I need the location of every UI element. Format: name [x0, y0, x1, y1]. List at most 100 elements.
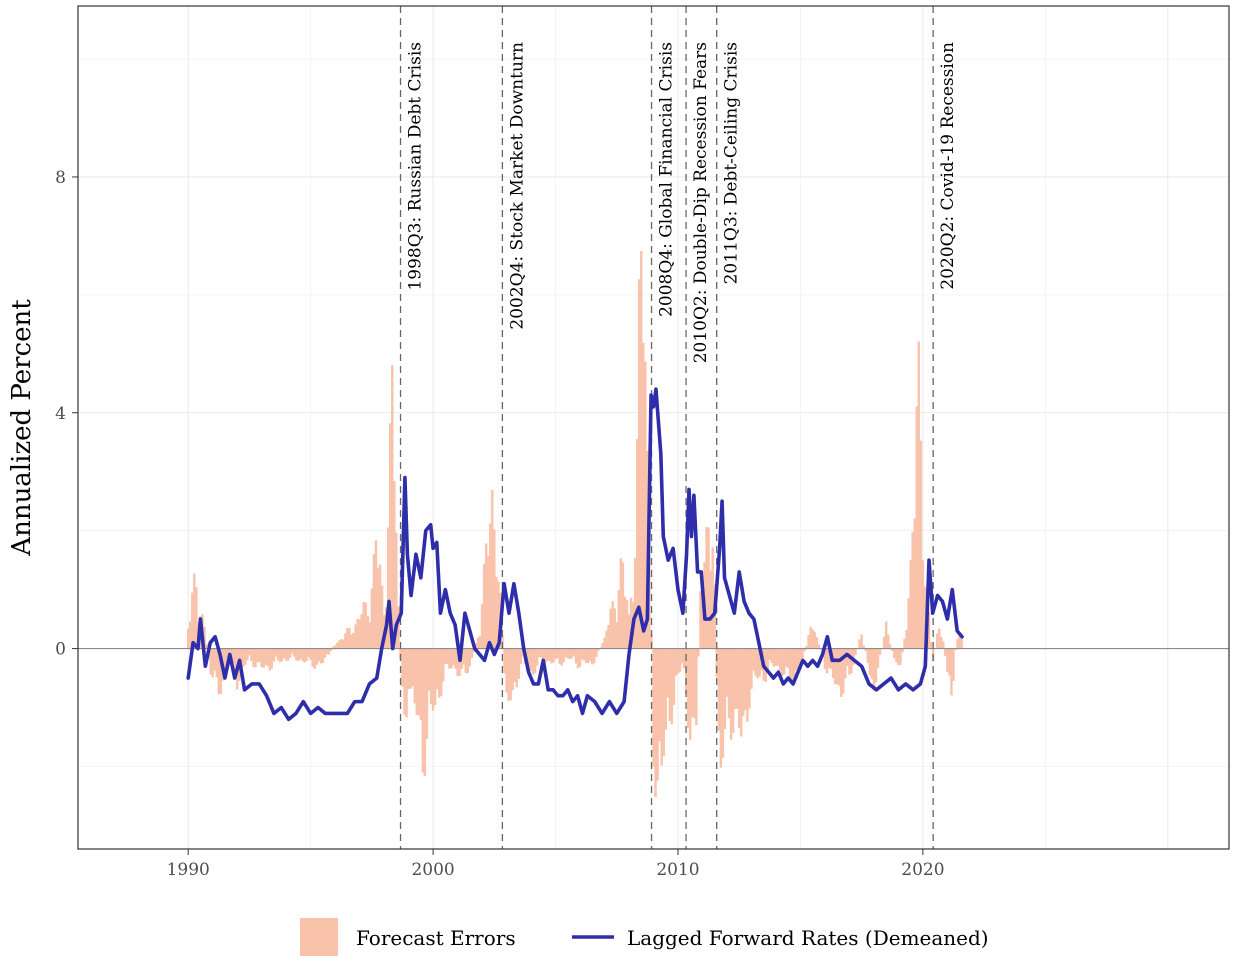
forecast-error-bar	[927, 612, 931, 649]
forecast-error-bar	[750, 648, 753, 689]
forecast-error-bar	[768, 648, 772, 661]
forecast-error-bar	[333, 645, 337, 649]
forecast-error-bar	[468, 648, 472, 667]
forecast-error-bar	[701, 588, 704, 649]
forecast-error-bar	[870, 648, 874, 680]
forecast-error-bar	[778, 648, 782, 671]
forecast-error-bar	[550, 648, 553, 664]
forecast-error-bar	[503, 648, 506, 674]
forecast-error-bar	[831, 648, 835, 678]
forecast-error-bar	[378, 564, 382, 649]
event-label: 2010Q2: Double-Dip Recession Fears	[691, 42, 711, 363]
forecast-error-bar	[458, 648, 461, 676]
forecast-error-bar	[731, 648, 735, 733]
forecast-error-bar	[907, 598, 910, 649]
forecast-error-bar	[256, 648, 259, 662]
forecast-error-bar	[819, 648, 823, 650]
forecast-error-bar	[433, 648, 437, 705]
forecast-error-bar	[786, 648, 790, 669]
forecast-error-bar	[660, 648, 663, 766]
forecast-error-bar	[782, 648, 786, 675]
forecast-error-bar	[944, 648, 947, 656]
forecast-error-bar	[415, 648, 418, 715]
forecast-error-bar	[315, 648, 318, 665]
forecast-error-bar	[195, 587, 198, 649]
forecast-error-bar	[495, 577, 498, 649]
forecast-error-bar	[937, 628, 941, 649]
forecast-error-bar	[511, 648, 514, 691]
forecast-error-bar	[209, 648, 212, 675]
forecast-error-bar	[670, 648, 674, 725]
forecast-error-bar	[633, 558, 637, 649]
forecast-error-bar	[278, 648, 282, 663]
forecast-error-bar	[627, 614, 631, 649]
forecast-error-bar	[193, 573, 196, 649]
forecast-error-bar	[493, 529, 496, 649]
forecast-error-bar	[586, 648, 590, 664]
forecast-error-bar	[262, 648, 265, 668]
forecast-error-bar	[615, 622, 618, 649]
forecast-error-bar	[303, 648, 306, 663]
forecast-error-bar	[629, 597, 633, 649]
forecast-error-bar	[715, 648, 718, 678]
forecast-error-bar	[897, 648, 900, 666]
forecast-error-bar	[915, 406, 918, 649]
forecast-error-bar	[591, 648, 594, 665]
forecast-error-bar	[574, 648, 578, 664]
forecast-error-bar	[654, 648, 657, 798]
forecast-error-bar	[637, 279, 641, 649]
forecast-error-bar	[444, 648, 447, 664]
forecast-error-bar	[327, 648, 331, 655]
forecast-error-bar	[531, 648, 535, 675]
forecast-error-bar	[744, 648, 747, 710]
forecast-error-bar	[366, 615, 370, 649]
forecast-error-bar	[470, 648, 474, 658]
forecast-error-bar	[484, 543, 488, 649]
forecast-error-bar	[348, 627, 351, 649]
forecast-error-bar	[301, 648, 304, 661]
forecast-error-bar	[254, 648, 257, 668]
forecast-error-bar	[817, 644, 821, 649]
forecast-error-bar	[774, 648, 778, 666]
forecast-error-bar	[474, 643, 478, 649]
forecast-error-bar	[489, 523, 492, 649]
forecast-error-bar	[389, 423, 392, 649]
forecast-error-bar	[211, 648, 214, 678]
forecast-error-bar	[858, 639, 861, 649]
forecast-error-bar	[356, 618, 359, 649]
forecast-error-bar	[309, 648, 312, 661]
forecast-error-bar	[621, 562, 625, 649]
forecast-error-bar	[823, 648, 827, 670]
forecast-error-bar	[952, 648, 955, 682]
forecast-error-bar	[340, 639, 343, 649]
forecast-error-bar	[901, 648, 904, 653]
x-tick-label: 2010	[656, 860, 699, 880]
forecast-error-bar	[695, 648, 698, 726]
forecast-error-bar	[909, 560, 912, 649]
forecast-error-bar	[593, 648, 596, 664]
forecast-error-bar	[727, 648, 731, 719]
forecast-error-bar	[719, 648, 723, 768]
forecast-error-bar	[421, 648, 425, 773]
forecast-error-bar	[411, 648, 414, 687]
forecast-error-bar	[395, 532, 398, 649]
forecast-error-bar	[948, 648, 951, 676]
forecast-error-bar	[529, 648, 533, 672]
forecast-error-bar	[597, 648, 600, 651]
forecast-error-bar	[950, 648, 953, 696]
forecast-error-bar	[833, 648, 837, 685]
forecast-error-bar	[450, 648, 453, 669]
legend-label-forecast-errors: Forecast Errors	[356, 926, 516, 950]
forecast-error-bar	[401, 648, 404, 687]
forecast-error-bar	[258, 648, 261, 663]
forecast-error-bar	[240, 648, 243, 666]
forecast-error-bar	[558, 648, 561, 664]
forecast-error-bar	[797, 648, 800, 673]
forecast-error-bar	[313, 648, 316, 669]
forecast-error-bar	[752, 648, 755, 671]
forecast-error-bar	[754, 648, 757, 676]
forecast-error-bar	[807, 635, 810, 649]
forecast-error-bar	[438, 648, 441, 698]
forecast-error-bar	[711, 547, 714, 649]
